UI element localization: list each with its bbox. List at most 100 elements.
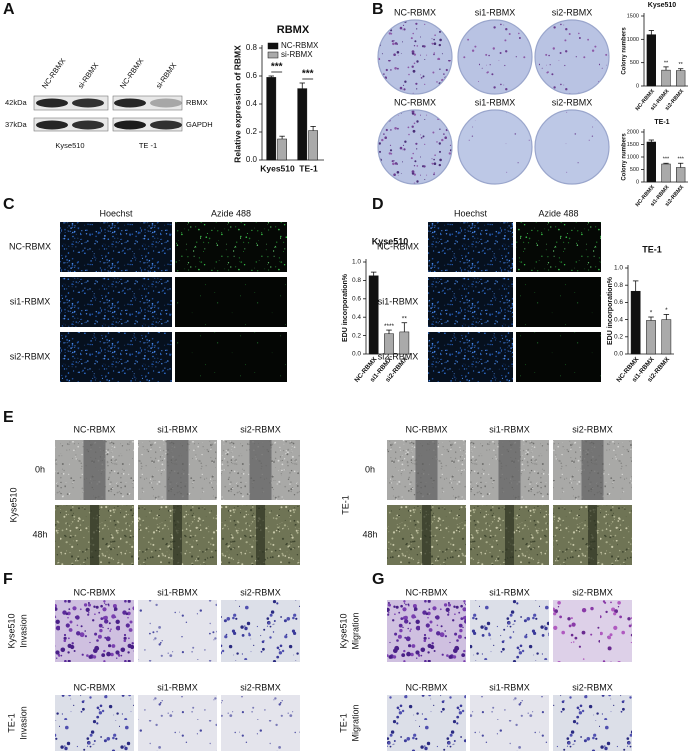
assay-label: Invasion (18, 706, 28, 740)
protein-label: RBMX (186, 98, 208, 107)
column-header: Hoechst (99, 208, 133, 218)
y-tick-label: 1500 (627, 142, 639, 148)
y-tick-label: 0.0 (614, 351, 623, 358)
significance-label: ** (664, 60, 669, 66)
cell-line-label: TE-1 (338, 713, 348, 733)
wound-gap (505, 505, 514, 565)
bar (297, 88, 308, 161)
panel-letter: C (3, 196, 15, 213)
blot-band (36, 98, 68, 108)
column-header: si1-RBMX (157, 424, 198, 434)
micrograph (221, 695, 300, 751)
significance-label: ** (679, 62, 684, 68)
micrograph (470, 600, 549, 662)
wound-gap (249, 440, 272, 500)
column-header: si2-RBMX (240, 424, 281, 434)
bar (661, 163, 671, 183)
significance-label: **** (384, 323, 395, 330)
chart-title: Kyse510 (648, 2, 677, 9)
wound-gap (422, 505, 431, 565)
chart-title: RBMX (277, 24, 310, 36)
column-header: NC-RBMX (74, 682, 116, 692)
plate-label: si1-RBMX (475, 7, 516, 17)
assay-label: Migration (350, 704, 360, 741)
y-tick-label: 0.8 (352, 277, 361, 284)
lane-label: si-RBMX (154, 61, 178, 90)
micrograph (175, 222, 287, 272)
bar (308, 130, 318, 161)
micrograph (60, 277, 172, 327)
lane-label: NC-RBMX (40, 56, 67, 90)
significance-label: *** (302, 69, 314, 80)
chart-title: TE-1 (654, 119, 669, 126)
column-header: si1-RBMX (489, 587, 530, 597)
column-header: si1-RBMX (157, 587, 198, 597)
y-axis-label: Relative expression of RBMX (232, 45, 242, 163)
row-label: si2-RBMX (378, 351, 419, 361)
wound-gap (166, 440, 189, 500)
panel-letter: F (3, 571, 13, 588)
legend-swatch (267, 51, 279, 59)
legend-swatch (267, 42, 279, 50)
wound-gap (173, 505, 182, 565)
column-header: NC-RBMX (406, 682, 448, 692)
y-tick-label: 0.8 (246, 43, 258, 52)
y-tick-label: 500 (630, 60, 639, 66)
marker-label: 37kDa (5, 120, 28, 129)
y-tick-label: 1500 (627, 13, 639, 19)
blot-band (36, 120, 68, 130)
micrograph (387, 695, 466, 751)
blot-band (150, 120, 182, 130)
x-tick-label: TE-1 (299, 163, 318, 173)
column-header: NC-RBMX (406, 587, 448, 597)
cell-line-label: Kyse510 (55, 141, 84, 150)
colony-plate (534, 109, 610, 185)
y-axis-label: Colony numbers (622, 27, 628, 75)
bar (661, 319, 672, 355)
micrograph (221, 600, 300, 662)
y-tick-label: 1.0 (614, 265, 623, 272)
column-header: NC-RBMX (74, 424, 116, 434)
time-label: 48h (362, 529, 377, 539)
bar (277, 138, 287, 161)
micrograph (428, 222, 513, 272)
panel-letter: B (372, 1, 384, 18)
plate-label: si2-RBMX (552, 97, 593, 107)
time-label: 0h (365, 464, 375, 474)
micrograph (553, 695, 632, 751)
bar (630, 290, 641, 355)
row-label: NC-RBMX (9, 241, 51, 251)
bar (646, 34, 656, 87)
y-tick-label: 0.0 (352, 351, 361, 358)
plate-label: NC-RBMX (394, 7, 436, 17)
significance-label: * (650, 310, 653, 317)
y-tick-label: 0.8 (614, 282, 623, 289)
micrograph (428, 332, 513, 382)
wound-gap (256, 505, 265, 565)
blot-band (150, 98, 182, 108)
column-header: si1-RBMX (489, 682, 530, 692)
column-header: si2-RBMX (240, 682, 281, 692)
micrograph (55, 600, 134, 662)
bar (661, 69, 671, 87)
significance-label: * (665, 307, 668, 314)
row-label: NC-RBMX (377, 241, 419, 251)
y-tick-label: 0.2 (614, 334, 623, 341)
column-header: si2-RBMX (240, 587, 281, 597)
cell-line-label: TE -1 (139, 141, 157, 150)
bar (676, 70, 686, 87)
column-header: si2-RBMX (572, 682, 613, 692)
micrograph (553, 600, 632, 662)
bar (676, 167, 686, 183)
x-tick-label: Kyes510 (260, 163, 295, 173)
plate-label: si1-RBMX (475, 97, 516, 107)
y-tick-label: 0.4 (352, 314, 361, 321)
assay-label: Migration (350, 612, 360, 649)
micrograph (516, 332, 601, 382)
column-header: si2-RBMX (572, 587, 613, 597)
column-header: NC-RBMX (74, 587, 116, 597)
legend-label: si-RBMX (281, 50, 313, 59)
y-tick-label: 0.6 (352, 296, 361, 303)
y-tick-label: 0 (636, 179, 639, 185)
wound-gap (90, 505, 99, 565)
